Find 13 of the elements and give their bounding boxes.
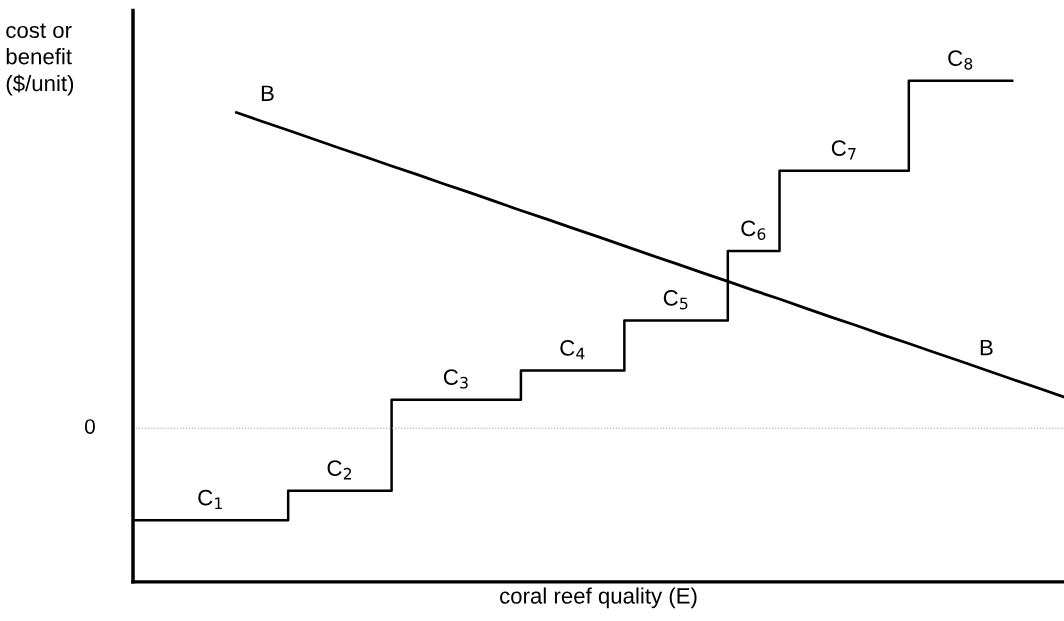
annotation: C$_{2}$: [327, 460, 352, 480]
y-axis-title: cost or benefit ($/unit): [6, 23, 74, 96]
annotation: C$_{5}$: [663, 290, 688, 310]
ref-line-label: 0: [84, 419, 95, 434]
text: C$_{8}$: [948, 50, 973, 70]
x-axis-title: coral reef quality (E): [500, 587, 697, 609]
text: B: [261, 85, 274, 101]
annotation: C$_{4}$: [560, 340, 585, 360]
annotation: C$_{7}$: [831, 140, 856, 160]
annotation: C$_{6}$: [741, 220, 766, 240]
annotation: C$_{1}$: [198, 489, 222, 509]
series-label: B: [980, 339, 993, 356]
annotation: C$_{3}$: [443, 369, 468, 389]
